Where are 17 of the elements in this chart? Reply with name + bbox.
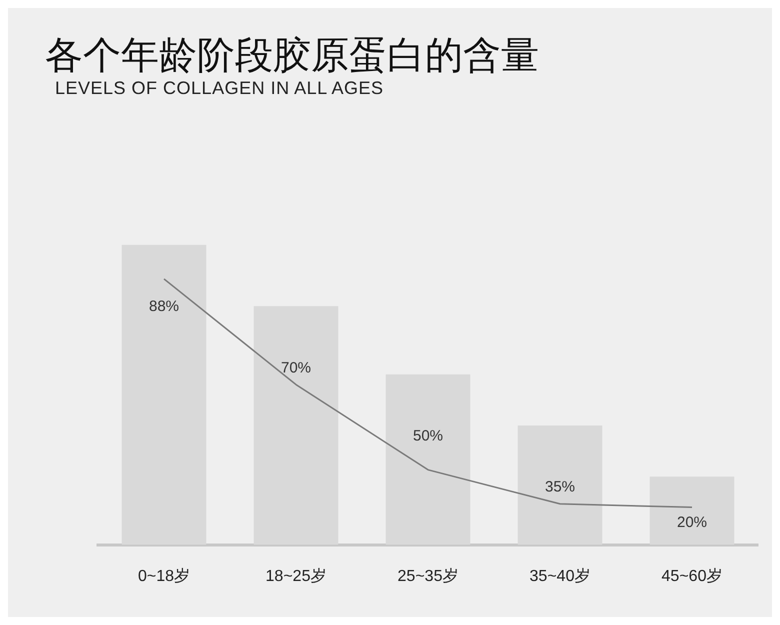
data-label: 20% (676, 514, 708, 531)
chart-title: 各个年龄阶段胶原蛋白的含量 (45, 33, 539, 77)
x-tick-label: 25~35岁 (398, 566, 458, 585)
data-label: 35% (544, 478, 576, 496)
data-label: 50% (412, 427, 444, 444)
bar (650, 476, 734, 545)
bar (518, 425, 602, 545)
data-label: 88% (148, 298, 180, 315)
x-tick-label: 45~60岁 (662, 566, 722, 585)
bar (254, 306, 338, 545)
bar (386, 374, 470, 545)
x-tick-label: 18~25岁 (266, 566, 326, 585)
x-tick-label: 35~40岁 (530, 566, 590, 585)
bar (122, 244, 206, 545)
x-tick-label: 0~18岁 (138, 566, 190, 585)
chart-subtitle: LEVELS OF COLLAGEN IN ALL AGES (55, 78, 384, 99)
data-label: 70% (280, 359, 312, 376)
